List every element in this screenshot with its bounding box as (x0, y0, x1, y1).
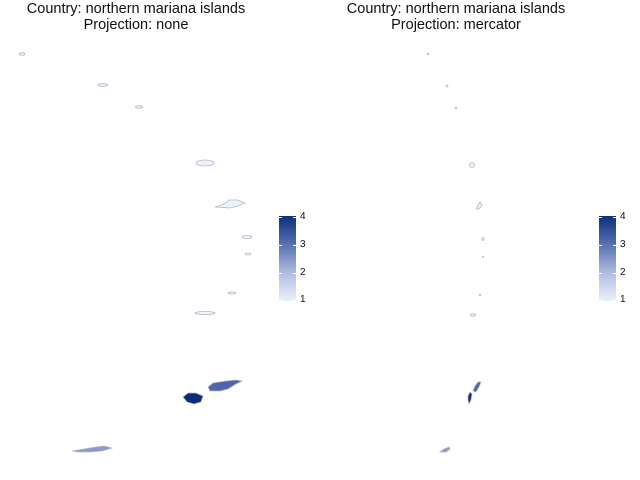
legend-label-3: 3 (300, 239, 306, 250)
legend-label-1: 1 (620, 294, 626, 305)
legend-label-2: 2 (620, 267, 626, 278)
color-legend: 4 3 2 1 (599, 212, 639, 305)
island-alamagan (241, 235, 253, 239)
island-sarigan (227, 291, 237, 295)
panel-title: Country: northern mariana islands Projec… (320, 1, 592, 33)
panel-title: Country: northern mariana islands Projec… (0, 1, 272, 33)
island-guguan (481, 255, 484, 258)
island-rota (71, 445, 114, 453)
legend-label-2: 2 (300, 267, 306, 278)
island-sarigan (478, 293, 482, 297)
island-alamagan (481, 237, 485, 241)
panel-title-country: Country: northern mariana islands (26, 1, 246, 17)
island-maug (97, 83, 109, 87)
island-asuncion (454, 106, 458, 110)
legend-label-1: 1 (300, 294, 306, 305)
legend-label-4: 4 (300, 211, 306, 222)
panel-title-projection: Projection: mercator (391, 17, 521, 33)
island-guguan (244, 252, 252, 256)
legend-label-4: 4 (620, 211, 626, 222)
island-saipan (182, 392, 204, 405)
color-legend: 4 3 2 1 (279, 212, 319, 305)
legend-gradient-bar (279, 216, 296, 301)
panel-title-projection: Projection: none (83, 17, 189, 33)
island-tinian (472, 381, 482, 393)
panel-title-country: Country: northern mariana islands (346, 1, 566, 17)
legend-label-3: 3 (620, 239, 626, 250)
map-canvas (426, 52, 485, 453)
island-farallon-de-pajaros (18, 52, 26, 56)
island-pagan (475, 201, 483, 210)
legend-gradient-bar (599, 216, 616, 301)
island-anatahan (470, 313, 476, 317)
island-anatahan (194, 311, 216, 315)
island-farallon-de-pajaros (426, 52, 430, 56)
island-tinian (207, 379, 244, 392)
island-maug (445, 84, 449, 88)
island-saipan (467, 391, 473, 406)
island-rota (438, 446, 451, 453)
island-agrihan (469, 162, 475, 168)
island-pagan (214, 199, 247, 209)
map-canvas (18, 52, 253, 453)
island-asuncion (135, 105, 143, 109)
map-panel-mercator: Country: northern mariana islands Projec… (320, 0, 640, 480)
map-panel-none: Country: northern mariana islands Projec… (0, 1, 319, 453)
island-agrihan (195, 159, 215, 167)
